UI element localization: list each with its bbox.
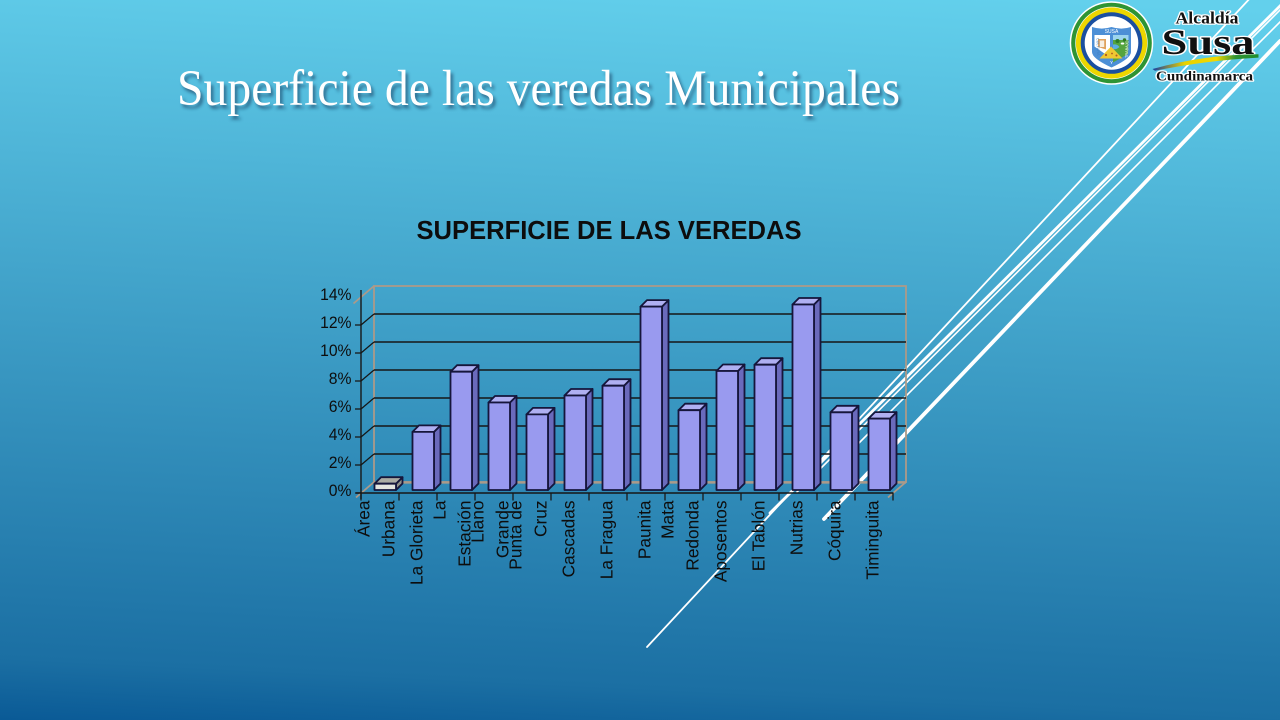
svg-text:CULTURA: CULTURA xyxy=(1096,38,1101,56)
svg-text:Redonda: Redonda xyxy=(683,500,703,571)
svg-text:Urbana: Urbana xyxy=(379,500,399,557)
svg-text:Nutrias: Nutrias xyxy=(787,500,807,555)
svg-text:Área: Área xyxy=(354,500,374,537)
svg-text:Mata: Mata xyxy=(658,500,678,539)
svg-text:Cruz: Cruz xyxy=(531,501,551,538)
svg-text:2%: 2% xyxy=(329,453,352,472)
svg-text:SUPERFICIE DE LAS VEREDAS: SUPERFICIE DE LAS VEREDAS xyxy=(417,217,802,245)
svg-text:0%: 0% xyxy=(329,481,352,500)
svg-text:Cóquira: Cóquira xyxy=(825,500,845,561)
svg-text:12%: 12% xyxy=(320,313,351,332)
svg-text:Y: Y xyxy=(1110,60,1113,65)
svg-text:4%: 4% xyxy=(329,425,352,444)
svg-text:Superficie de las veredas Muni: Superficie de las veredas Municipales xyxy=(177,60,900,116)
svg-text:La Fragua: La Fragua xyxy=(597,500,617,579)
svg-text:Timinguita: Timinguita xyxy=(863,500,883,579)
svg-text:6%: 6% xyxy=(329,397,352,416)
svg-text:14%: 14% xyxy=(320,285,351,304)
svg-text:Alcaldía: Alcaldía xyxy=(1176,9,1240,28)
svg-text:Superficie de las veredas Muni: Superficie de las veredas Municipales xyxy=(180,64,903,120)
svg-text:Paunita: Paunita xyxy=(635,500,655,559)
svg-text:La: La xyxy=(430,500,450,520)
svg-text:Cascadas: Cascadas xyxy=(559,500,579,577)
svg-text:Cundinamarca: Cundinamarca xyxy=(1156,70,1253,85)
svg-text:La Glorieta: La Glorieta xyxy=(407,500,427,585)
svg-text:El Tablón: El Tablón xyxy=(749,501,769,572)
svg-text:8%: 8% xyxy=(329,369,352,388)
svg-text:Aposentos: Aposentos xyxy=(711,500,731,582)
svg-text:10%: 10% xyxy=(320,341,351,360)
svg-text:Llano: Llano xyxy=(468,501,488,543)
svg-text:SUSA: SUSA xyxy=(1105,29,1119,35)
svg-text:TRABAJO: TRABAJO xyxy=(1125,40,1130,58)
svg-text:Estación: Estación xyxy=(455,501,475,567)
svg-text:Punta de: Punta de xyxy=(506,501,526,570)
svg-text:Grande: Grande xyxy=(493,501,513,559)
